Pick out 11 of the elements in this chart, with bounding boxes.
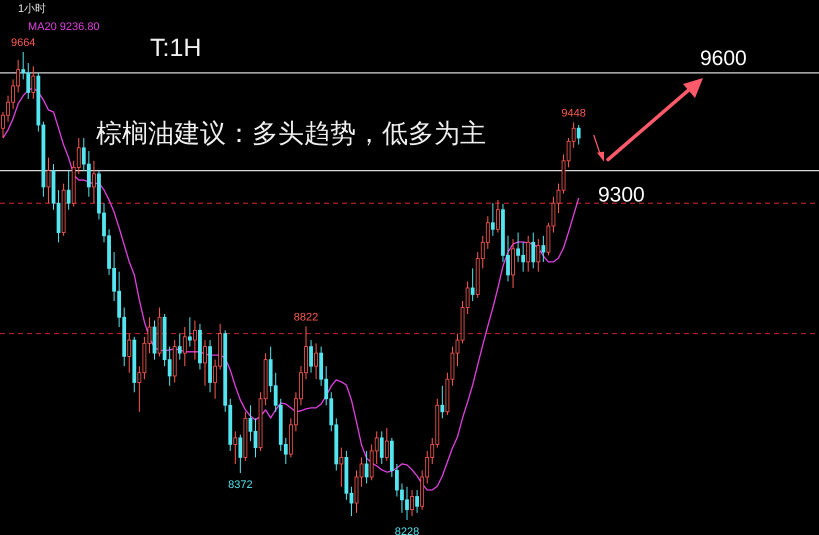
text: MA20 9236.80 (28, 21, 100, 33)
annotation: 9448 (561, 107, 586, 120)
chart-title: T:1H (150, 34, 202, 62)
annotation: 8372 (228, 479, 253, 492)
text: 1小时 (18, 2, 46, 15)
text: 棕榈油建议：多头趋势，低多为主 (96, 118, 486, 148)
ref-line-label: 9600 (700, 46, 747, 70)
annotation: 8822 (294, 311, 318, 324)
annotation: 9664 (10, 37, 36, 49)
ref-line-label: 9300 (598, 184, 645, 207)
annotation: 8228 (394, 526, 420, 535)
